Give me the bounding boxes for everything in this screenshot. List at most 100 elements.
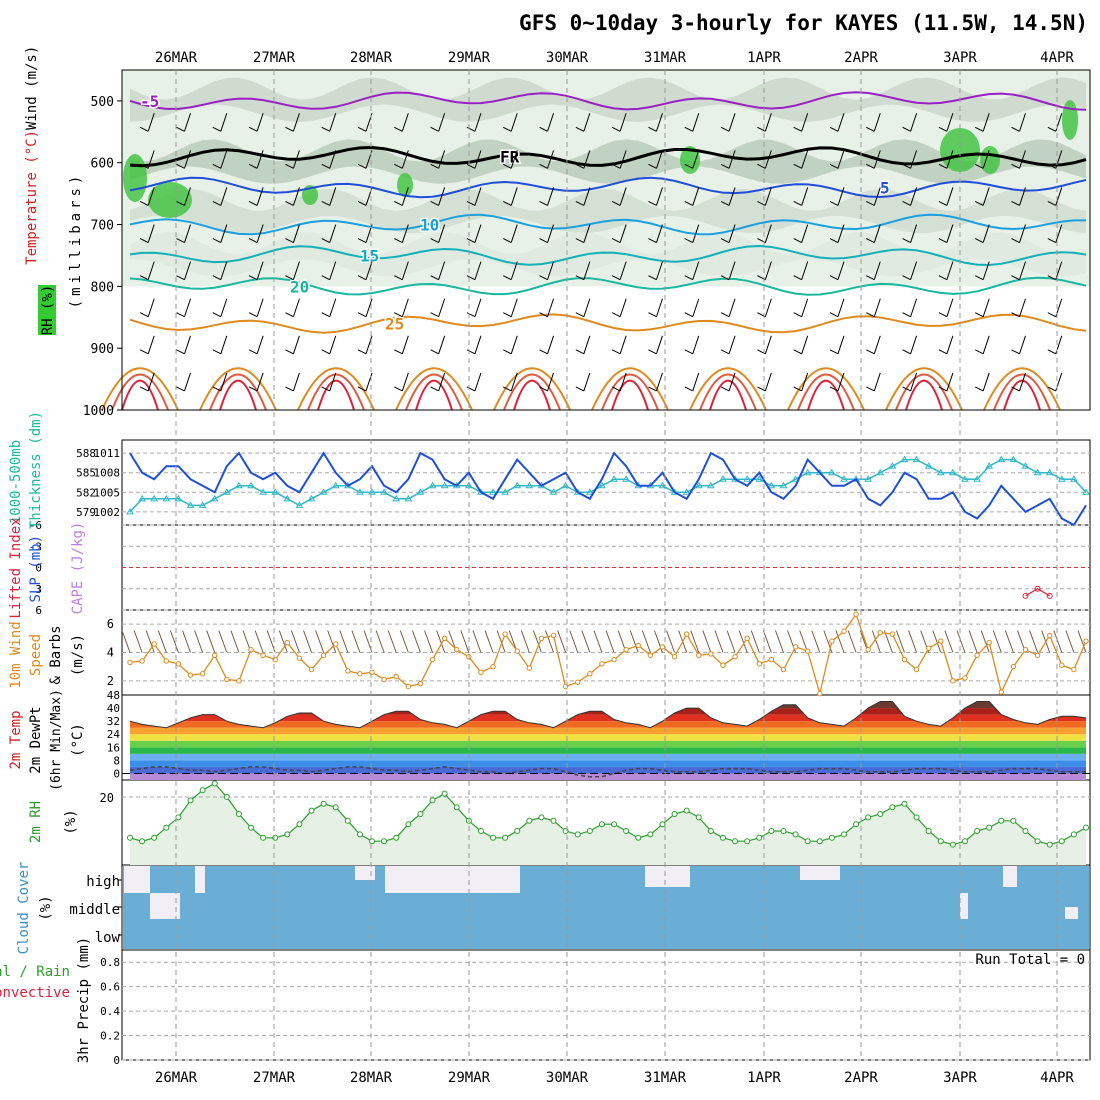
wind-barb [547, 372, 555, 392]
wind-barb-flag [1047, 126, 1057, 132]
pressure-axis-title: (millibars) [68, 172, 84, 309]
wind-barb-flag [394, 238, 403, 243]
wind-barb-flag [430, 238, 439, 243]
wind-barb-flag [1011, 275, 1020, 281]
wind-barb-flag [503, 386, 512, 392]
thickness-point [416, 488, 425, 495]
wind-barb [438, 113, 446, 132]
wind-barb [655, 298, 663, 317]
wind-barb-flag [1047, 238, 1057, 243]
rh2m-point [1022, 828, 1029, 834]
thickness-point [767, 481, 776, 489]
wind10m-point [526, 665, 533, 671]
wind-barb-flag [176, 163, 185, 169]
wind10m-point [163, 658, 170, 664]
thickness-point [368, 488, 376, 495]
wind10m-barb [460, 630, 470, 653]
diurnal-isotherm [297, 367, 375, 411]
wind10m-point [925, 645, 932, 651]
wind-barb-flag [720, 275, 730, 281]
wind-barb [873, 187, 881, 206]
wind10m-barb [629, 630, 639, 653]
cloud-gap [124, 866, 150, 893]
diurnal-isotherm [689, 367, 767, 411]
thickness-point [126, 507, 134, 515]
wind-barb [256, 113, 264, 132]
wind-barb [547, 298, 555, 317]
wind-barb [329, 150, 337, 169]
rh2m-point [477, 828, 484, 834]
wind-barb-flag [684, 126, 693, 132]
wind10m-line [129, 612, 1087, 695]
wind-barb [329, 372, 337, 392]
wind10m-point [405, 683, 412, 690]
wind-barb-flag [902, 238, 911, 243]
li-tick-label: 3 [35, 583, 42, 596]
wind-barb [583, 113, 591, 132]
rh-legend-swatch [38, 285, 56, 335]
wind-barb-flag [503, 349, 512, 355]
date-label-bottom: 1APR [747, 1070, 781, 1086]
wind10m-point [696, 652, 702, 659]
thickness-point [380, 488, 389, 495]
thickness-point [755, 475, 764, 482]
wind-barb-flag [902, 126, 911, 132]
wind10m-point [248, 646, 254, 653]
wind-barb [184, 372, 191, 392]
wind-barb [292, 113, 300, 132]
wind-barb [510, 187, 518, 206]
cloud-low-label: low [95, 930, 121, 946]
wind10m-barb [387, 630, 397, 653]
wind-barb [764, 187, 772, 206]
date-label-top: 31MAR [644, 50, 687, 66]
diurnal-isotherm [601, 373, 659, 411]
wind-barb-flag [575, 349, 585, 355]
isotherm-label: FR [500, 148, 520, 167]
wind-barb-flag [648, 275, 657, 281]
wind-barb-flag [1047, 312, 1057, 318]
thickness-point [719, 475, 727, 482]
wind-barb-flag [648, 349, 657, 355]
wind10m-label: 10m Wind [8, 621, 24, 688]
diurnal-isotherm [983, 367, 1061, 411]
wind-barb-flag [357, 163, 367, 169]
pressure-tick-label: 500 [91, 95, 114, 110]
thickness-tick-label: 582 [76, 486, 96, 499]
wind10m-barb [121, 630, 131, 653]
wind-barb [329, 298, 337, 317]
wind-barb-flag [176, 238, 185, 243]
wind-barb [547, 150, 555, 169]
wind-barb-flag [866, 275, 875, 281]
wind-barb-flag [902, 275, 911, 281]
wind10m-barb [980, 630, 990, 653]
wind10m-point [938, 638, 944, 644]
wind-barb-flag [938, 201, 948, 206]
rh2m-point [127, 834, 133, 841]
wind10m-barb [290, 630, 300, 653]
wind-barb-flag [503, 163, 512, 169]
thickness-tick-label: 579 [76, 506, 96, 519]
wind-barb-flag [902, 201, 911, 206]
thickness-point [1057, 475, 1066, 482]
wind10m-point [236, 678, 242, 684]
wind-barb-flag [430, 349, 439, 355]
wind10m-point [720, 662, 726, 668]
wind-barb [474, 150, 482, 169]
li-tick-label: 0 [35, 562, 42, 575]
wind-barb-flag [793, 163, 802, 169]
wind-barb [946, 187, 954, 206]
wind-barb [910, 150, 918, 169]
thickness-point [235, 481, 243, 489]
wind10m-barb [605, 630, 615, 653]
wind-barb [910, 187, 918, 206]
wind-barb-flag [938, 126, 948, 132]
wind-barb-flag [176, 386, 185, 392]
wind-barb-flag [829, 126, 839, 132]
date-label-top: 2APR [844, 50, 878, 66]
wind10m-barb [436, 630, 446, 653]
wind10m-barb [303, 630, 312, 653]
slp-line [129, 451, 1087, 527]
wind10m-barb [714, 630, 724, 653]
wind-barb [583, 298, 591, 317]
wind-barb-flag [611, 349, 621, 355]
